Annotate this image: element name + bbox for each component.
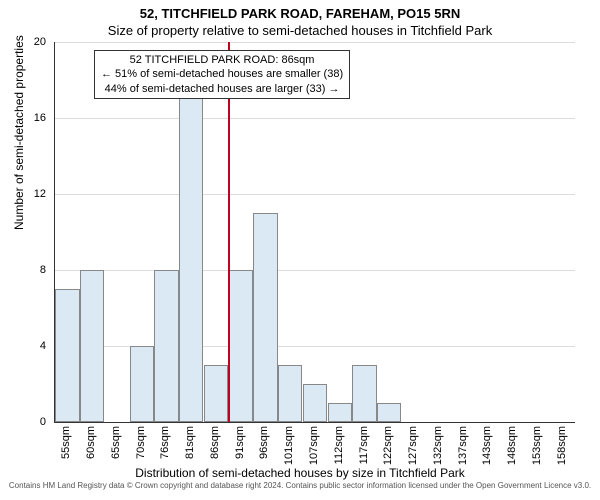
- y-tick-label: 16: [16, 112, 46, 124]
- x-tick-label: 158sqm: [556, 426, 568, 465]
- footnote: Contains HM Land Registry data © Crown c…: [0, 482, 600, 491]
- x-tick-label: 96sqm: [258, 426, 270, 459]
- x-tick-label: 143sqm: [481, 426, 493, 465]
- x-tick-label: 153sqm: [531, 426, 543, 465]
- annotation-box: 52 TITCHFIELD PARK ROAD: 86sqm ← 51% of …: [94, 50, 350, 99]
- x-tick-label: 65sqm: [110, 426, 122, 459]
- y-tick-label: 12: [16, 188, 46, 200]
- bar: [204, 365, 228, 422]
- bar: [278, 365, 302, 422]
- y-tick-label: 20: [16, 36, 46, 48]
- gridline: [55, 42, 575, 43]
- x-tick-label: 81sqm: [184, 426, 196, 459]
- x-tick-label: 60sqm: [85, 426, 97, 459]
- y-tick-label: 4: [16, 340, 46, 352]
- x-tick-label: 70sqm: [135, 426, 147, 459]
- y-tick-label: 0: [16, 416, 46, 428]
- x-tick-label: 137sqm: [457, 426, 469, 465]
- bar: [55, 289, 79, 422]
- bar: [253, 213, 277, 422]
- x-tick-label: 132sqm: [432, 426, 444, 465]
- x-tick-label: 107sqm: [308, 426, 320, 465]
- x-tick-label: 55sqm: [60, 426, 72, 459]
- x-tick-label: 86sqm: [209, 426, 221, 459]
- bar: [179, 80, 203, 422]
- bar: [229, 270, 253, 422]
- x-tick-label: 76sqm: [159, 426, 171, 459]
- annotation-line-3: 44% of semi-detached houses are larger (…: [101, 82, 343, 96]
- bar: [377, 403, 401, 422]
- bar: [154, 270, 178, 422]
- x-tick-label: 101sqm: [283, 426, 295, 465]
- annotation-line-2: ← 51% of semi-detached houses are smalle…: [101, 67, 343, 81]
- bar: [328, 403, 352, 422]
- bar: [130, 346, 154, 422]
- x-tick-label: 91sqm: [234, 426, 246, 459]
- gridline: [55, 118, 575, 119]
- x-tick-label: 112sqm: [333, 426, 345, 464]
- x-tick-label: 127sqm: [407, 426, 419, 465]
- bar: [303, 384, 327, 422]
- chart-area: 52 TITCHFIELD PARK ROAD: 86sqm ← 51% of …: [54, 42, 574, 422]
- gridline: [55, 270, 575, 271]
- annotation-line-1: 52 TITCHFIELD PARK ROAD: 86sqm: [101, 53, 343, 67]
- x-tick-label: 122sqm: [382, 426, 394, 465]
- plot-area: [54, 42, 575, 423]
- chart-title-main: 52, TITCHFIELD PARK ROAD, FAREHAM, PO15 …: [0, 0, 600, 21]
- reference-line: [228, 42, 230, 422]
- x-axis-label: Distribution of semi-detached houses by …: [0, 466, 600, 480]
- y-axis-label: Number of semi-detached properties: [12, 35, 26, 230]
- y-tick-label: 8: [16, 264, 46, 276]
- x-tick-label: 148sqm: [506, 426, 518, 465]
- bar: [80, 270, 104, 422]
- chart-title-sub: Size of property relative to semi-detach…: [0, 21, 600, 38]
- gridline: [55, 194, 575, 195]
- bar: [352, 365, 376, 422]
- x-tick-label: 117sqm: [358, 426, 370, 464]
